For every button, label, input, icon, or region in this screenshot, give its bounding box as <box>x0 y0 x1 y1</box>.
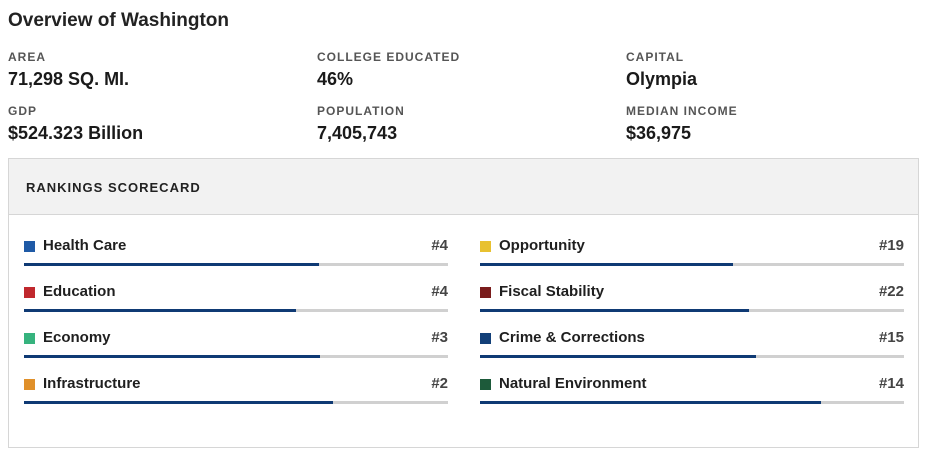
ranking-item-crime-corrections[interactable]: Crime & Corrections #15 <box>480 328 904 364</box>
ranking-label: Fiscal Stability <box>499 283 605 300</box>
ranking-value: #4 <box>431 237 448 254</box>
ranking-item-education[interactable]: Education #4 <box>24 282 448 318</box>
category-swatch-icon <box>24 287 35 298</box>
ranking-item-infrastructure[interactable]: Infrastructure #2 <box>24 374 448 410</box>
ranking-bar-track <box>480 401 904 404</box>
stat-value: 7,405,743 <box>317 123 398 143</box>
category-swatch-icon <box>480 333 491 344</box>
stat-value: 71,298 SQ. MI. <box>8 69 130 89</box>
stat-value: 46% <box>317 69 354 89</box>
stat-value: $524.323 Billion <box>8 123 144 143</box>
ranking-label: Education <box>43 283 116 300</box>
category-swatch-icon <box>24 333 35 344</box>
ranking-bar-track <box>480 309 904 312</box>
ranking-bar-fill <box>24 263 319 266</box>
category-swatch-icon <box>480 379 491 390</box>
ranking-item-fiscal-stability[interactable]: Fiscal Stability #22 <box>480 282 904 318</box>
category-swatch-icon <box>480 287 491 298</box>
ranking-value: #22 <box>878 283 904 300</box>
ranking-label: Infrastructure <box>43 375 141 392</box>
ranking-bar-fill <box>24 309 296 312</box>
stat-label: GDP <box>8 104 38 118</box>
ranking-bar-fill <box>480 263 734 266</box>
stat-value: $36,975 <box>626 123 692 143</box>
stat-college-educated: COLLEGE EDUCATED 46% <box>317 50 460 90</box>
stat-label: COLLEGE EDUCATED <box>317 50 461 64</box>
ranking-item-natural-environment[interactable]: Natural Environment #14 <box>480 374 904 410</box>
category-swatch-icon <box>24 379 35 390</box>
scorecard-title: RANKINGS SCORECARD <box>26 180 201 195</box>
ranking-label: Natural Environment <box>499 375 647 392</box>
overview-stats: AREA 71,298 SQ. MI. COLLEGE EDUCATED 46%… <box>8 50 920 148</box>
stat-area: AREA 71,298 SQ. MI. <box>8 50 129 90</box>
ranking-item-opportunity[interactable]: Opportunity #19 <box>480 236 904 272</box>
scorecard-header: RANKINGS SCORECARD <box>9 159 918 215</box>
ranking-bar-track <box>24 263 448 266</box>
ranking-label: Crime & Corrections <box>499 329 645 346</box>
ranking-label: Economy <box>43 329 111 346</box>
category-swatch-icon <box>480 241 491 252</box>
ranking-item-health-care[interactable]: Health Care #4 <box>24 236 448 272</box>
rankings-scorecard: RANKINGS SCORECARD Health Care #4 Opport… <box>8 158 919 448</box>
ranking-value: #2 <box>431 375 448 392</box>
ranking-bar-fill <box>480 401 821 404</box>
ranking-bar-fill <box>480 355 757 358</box>
category-swatch-icon <box>24 241 35 252</box>
ranking-bar-track <box>24 309 448 312</box>
ranking-value: #4 <box>431 283 448 300</box>
stat-label: CAPITAL <box>626 50 685 64</box>
stat-gdp: GDP $524.323 Billion <box>8 104 143 144</box>
ranking-bar-track <box>480 263 904 266</box>
ranking-value: #15 <box>878 329 904 346</box>
stat-capital: CAPITAL Olympia <box>626 50 697 90</box>
stat-value: Olympia <box>626 69 698 89</box>
stat-label: POPULATION <box>317 104 405 118</box>
ranking-bar-fill <box>480 309 749 312</box>
ranking-bar-track <box>24 355 448 358</box>
ranking-bar-fill <box>24 355 321 358</box>
ranking-value: #3 <box>431 329 448 346</box>
ranking-label: Opportunity <box>499 237 585 254</box>
ranking-value: #19 <box>878 237 904 254</box>
ranking-value: #14 <box>878 375 904 392</box>
ranking-label: Health Care <box>43 237 127 254</box>
ranking-bar-fill <box>24 401 334 404</box>
ranking-bar-track <box>24 401 448 404</box>
stat-label: AREA <box>8 50 47 64</box>
stat-label: MEDIAN INCOME <box>626 104 738 118</box>
ranking-item-economy[interactable]: Economy #3 <box>24 328 448 364</box>
stat-population: POPULATION 7,405,743 <box>317 104 405 144</box>
stat-median-income: MEDIAN INCOME $36,975 <box>626 104 738 144</box>
ranking-bar-track <box>480 355 904 358</box>
page-title: Overview of Washington <box>8 10 229 31</box>
